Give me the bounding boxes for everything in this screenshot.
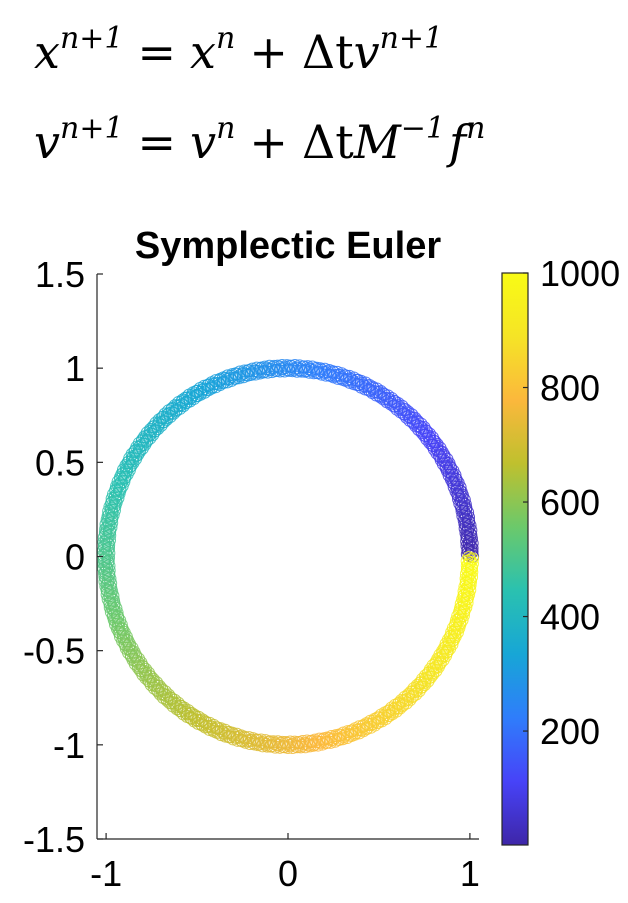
scatter-point [310,361,324,375]
y-tick-label: 0.5 [35,442,85,483]
scatter-point [287,362,301,376]
y-tick-label: 1.5 [35,254,85,295]
y-tick-label: -0.5 [23,631,85,672]
scatter-point [257,736,271,750]
scatter-point [454,485,468,499]
scatter-point [259,362,273,376]
scatter-point [107,613,121,627]
scatter-point [289,739,303,753]
axes: 1.510.50-0.5-1-1.5-1 0 1 [23,254,480,894]
equation-1: xn+1 = xn + Δtvn+1 [34,21,443,79]
scatter-point [272,360,286,374]
scatter-point [107,603,121,617]
scatter-point [299,364,313,378]
colorbar-tick-label: 400 [540,597,600,638]
scatter-point [462,568,476,582]
colorbar-gradient [501,272,529,846]
scatter-point [102,519,116,533]
scatter-markers [96,358,480,755]
scatter-point [101,537,115,551]
scatter-point [100,578,114,592]
equation-2: vn+1 = vn + ΔtM−1fn [34,111,485,169]
y-tick-label: 1 [65,348,85,389]
x-tick-label: 0 [278,853,298,894]
scatter-point [463,533,477,547]
colorbar-tick-label: 800 [540,368,600,409]
colorbar: 1000 800 600 400 200 [501,253,620,846]
scatter-point [103,591,117,605]
scatter-point [460,581,474,595]
scatter-point [164,691,178,705]
y-tick-label: -1 [53,725,85,766]
y-tick-label: -1.5 [23,819,85,860]
x-tick-label: 1 [460,853,480,894]
chart-title: Symplectic Euler [135,225,441,267]
scatter-point [335,372,349,386]
scatter-point [453,611,467,625]
colorbar-tick-label: 1000 [540,253,620,294]
colorbar-tick-label: 200 [540,711,600,752]
scatter-point [316,365,330,379]
scatter-point [461,520,475,534]
scatter-point [274,737,288,750]
symplectic-euler-chart: Symplectic Euler 1.510.50-0.5-1-1.5-1 0 1 … [23,225,620,894]
scatter-point [99,565,113,579]
equations: xn+1 = xn + Δtvn+1 vn+1 = vn + ΔtM−1fn [34,21,485,169]
colorbar-tick-label: 600 [540,482,600,523]
scatter-point [398,407,412,421]
scatter-point [458,507,472,521]
scatter-point [462,551,476,565]
scatter-point [463,553,477,567]
y-tick-label: 0 [65,537,85,578]
scatter-point [368,718,382,732]
scatter-point [251,738,265,752]
x-tick-label: -1 [90,853,122,894]
